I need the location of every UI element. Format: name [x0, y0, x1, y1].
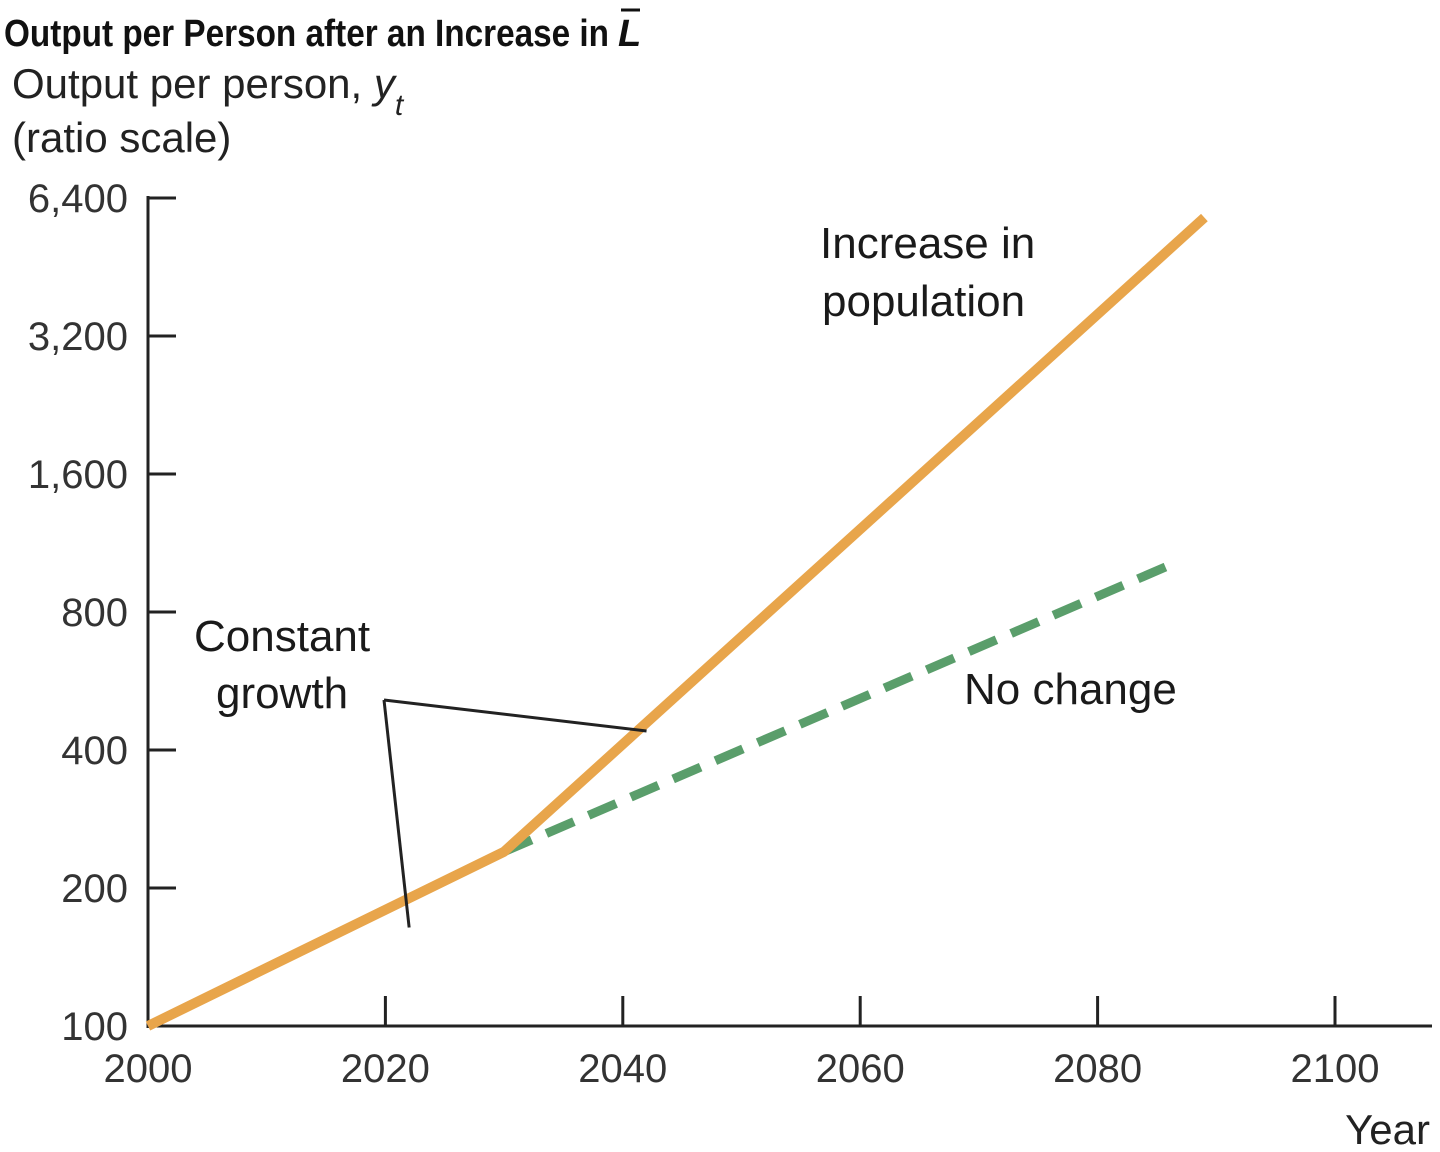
x-tick-label: 2080 — [1053, 1047, 1142, 1091]
x-tick-label: 2000 — [104, 1047, 193, 1091]
annotation-constant-line1: Constant — [194, 612, 370, 661]
x-tick-label: 2100 — [1291, 1047, 1380, 1091]
series-line-no-change — [502, 561, 1171, 856]
annotation-pointer-segment-2 — [383, 698, 647, 733]
y-tick-label: 200 — [61, 867, 128, 911]
series-line-increase-in-population — [145, 213, 1208, 1031]
chart-title: Output per Person after an Increase in — [4, 13, 609, 55]
y-tick-label: 100 — [61, 1005, 128, 1049]
y-axis-scale-note: (ratio scale) — [12, 114, 231, 161]
annotation-pointer-segment-1 — [382, 699, 411, 928]
annotation-layer — [382, 698, 647, 928]
chart-title-symbol: L — [618, 13, 641, 55]
x-tick-label: 2020 — [341, 1047, 430, 1091]
y-ticks: 100 200 400 800 1,600 3,200 6,400 — [28, 177, 176, 1049]
x-tick-label: 2040 — [578, 1047, 667, 1091]
y-tick-label: 400 — [61, 729, 128, 773]
y-tick-label: 3,200 — [28, 315, 128, 359]
x-axis-label: Year — [1345, 1106, 1430, 1152]
annotation-constant-line2: growth — [216, 669, 348, 718]
y-axis-label: Output per person, yt — [12, 60, 405, 122]
x-ticks: 2000 2020 2040 2060 2080 2100 — [104, 996, 1380, 1091]
x-tick-label: 2060 — [816, 1047, 905, 1091]
series-label-increase-line2: population — [822, 277, 1025, 326]
y-tick-label: 1,600 — [28, 453, 128, 497]
y-tick-label: 6,400 — [28, 177, 128, 221]
y-tick-label: 800 — [61, 591, 128, 635]
series-layer — [145, 213, 1208, 1031]
series-label-no-change: No change — [964, 665, 1177, 714]
series-label-increase-line1: Increase in — [820, 219, 1035, 268]
